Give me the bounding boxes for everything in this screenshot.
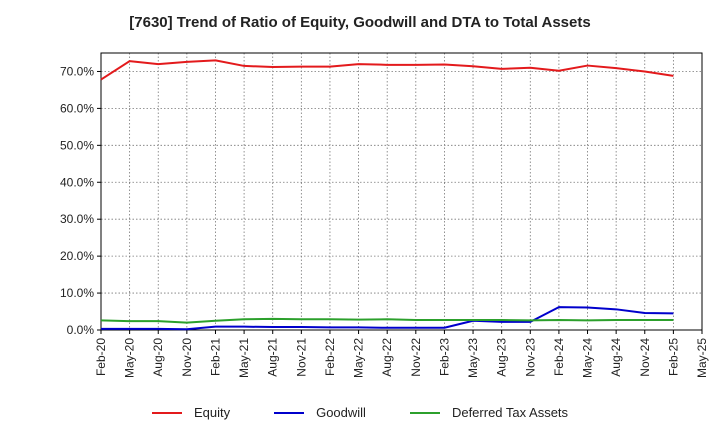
series-layer bbox=[100, 59, 674, 331]
legend-label: Goodwill bbox=[316, 405, 366, 420]
x-tick-label: Feb-22 bbox=[323, 338, 337, 376]
legend-swatch bbox=[409, 411, 440, 414]
x-tick-label: May-21 bbox=[237, 338, 251, 378]
x-tick-label: May-23 bbox=[466, 338, 480, 378]
series-line-deferred-tax-assets bbox=[100, 317, 674, 324]
chart-title: [7630] Trend of Ratio of Equity, Goodwil… bbox=[129, 14, 591, 31]
x-tick-label: Nov-23 bbox=[523, 338, 537, 377]
y-tick-label: 70.0% bbox=[60, 64, 94, 78]
y-tick-label: 40.0% bbox=[60, 175, 94, 189]
series-line-equity bbox=[100, 59, 674, 81]
y-tick-label: 10.0% bbox=[60, 286, 94, 300]
legend-swatch bbox=[151, 411, 182, 414]
y-tick-label: 30.0% bbox=[60, 212, 94, 226]
y-tick-label: 60.0% bbox=[60, 101, 94, 115]
x-axis-ticks: Feb-20 May-20 Aug-20 Nov-20 Feb-21 May-21 Aug-… bbox=[94, 330, 709, 378]
x-tick-label: Feb-21 bbox=[208, 338, 222, 376]
x-tick-label: Feb-24 bbox=[552, 338, 566, 376]
legend: Equity Goodwill Deferred Tax Assets bbox=[0, 405, 720, 420]
legend-item: Equity bbox=[151, 405, 231, 420]
x-tick-label: Nov-24 bbox=[638, 338, 652, 377]
x-tick-label: Aug-22 bbox=[380, 338, 394, 377]
x-tick-label: May-20 bbox=[123, 338, 137, 378]
x-tick-label: Feb-20 bbox=[94, 338, 108, 376]
x-tick-label: May-25 bbox=[695, 338, 709, 378]
plot-frame bbox=[100, 52, 703, 331]
y-tick-label: 20.0% bbox=[60, 249, 94, 263]
x-tick-label: Aug-21 bbox=[266, 338, 280, 377]
y-axis-ticks: 0.0% 10.0% 20.0% 30.0% 40.0% 50.0% 60.0% 70.0% bbox=[60, 64, 101, 337]
x-tick-label: Nov-21 bbox=[294, 338, 308, 377]
x-tick-label: Nov-20 bbox=[180, 338, 194, 377]
legend-label: Deferred Tax Assets bbox=[451, 405, 569, 420]
legend-item: Goodwill bbox=[274, 405, 366, 420]
x-tick-label: Feb-25 bbox=[666, 338, 680, 376]
x-tick-label: Nov-22 bbox=[409, 338, 423, 377]
x-tick-label: Feb-23 bbox=[437, 338, 451, 376]
legend-label: Equity bbox=[193, 405, 231, 420]
legend-swatch bbox=[274, 411, 305, 414]
x-tick-label: May-22 bbox=[352, 338, 366, 378]
grid-layer bbox=[100, 53, 703, 330]
y-tick-label: 50.0% bbox=[60, 138, 94, 152]
x-tick-label: Aug-20 bbox=[151, 338, 165, 377]
x-tick-label: Aug-23 bbox=[495, 338, 509, 377]
legend-item: Deferred Tax Assets bbox=[409, 405, 569, 420]
x-tick-label: May-24 bbox=[581, 338, 595, 378]
x-tick-label: Aug-24 bbox=[609, 338, 623, 377]
y-tick-label: 0.0% bbox=[67, 323, 95, 337]
series-line-goodwill bbox=[101, 306, 674, 331]
